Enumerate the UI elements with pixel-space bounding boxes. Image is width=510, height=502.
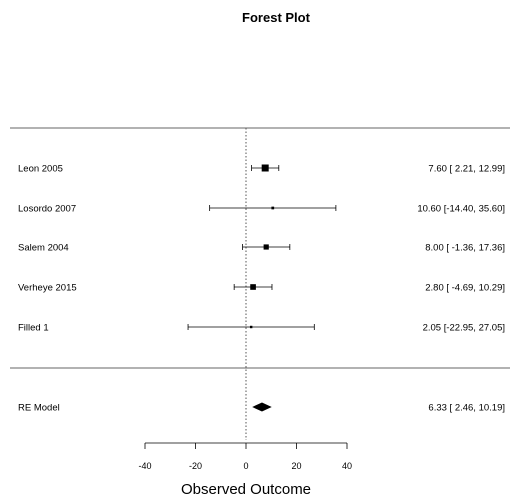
x-axis-label: Observed Outcome [181,481,311,498]
study-label: Leon 2005 [18,164,63,175]
study-label: Verheye 2015 [18,283,77,294]
study-label: Losordo 2007 [18,204,76,215]
study-point-estimate [249,325,253,329]
study-ci-text: 8.00 [ -1.36, 17.36] [425,243,505,254]
chart-title: Forest Plot [242,10,311,25]
x-tick-label: 20 [291,461,301,471]
study-ci-text: 7.60 [ 2.21, 12.99] [428,164,505,175]
summary-label: RE Model [18,403,60,414]
forest-marks: Leon 2005 7.60 [ 2.21, 12.99] Losordo 2007… [18,128,505,440]
x-tick-label: -20 [189,461,202,471]
study-ci-text: 2.05 [-22.95, 27.05] [423,323,505,334]
study-point-estimate [263,244,269,250]
study-label: Filled 1 [18,323,49,334]
study-point-estimate [261,164,269,172]
study-point-estimate [250,284,256,290]
summary-diamond [252,402,272,412]
summary-ci-text: 6.33 [ 2.46, 10.19] [428,403,505,414]
study-point-estimate [271,206,275,210]
x-tick-label: -40 [138,461,151,471]
study-ci-text: 2.80 [ -4.69, 10.29] [425,283,505,294]
x-tick-label: 40 [342,461,352,471]
study-ci-text: 10.60 [-14.40, 35.60] [417,204,505,215]
x-axis: -40 -20 0 20 40 [138,442,352,471]
study-label: Salem 2004 [18,243,69,254]
x-tick-label: 0 [243,461,248,471]
